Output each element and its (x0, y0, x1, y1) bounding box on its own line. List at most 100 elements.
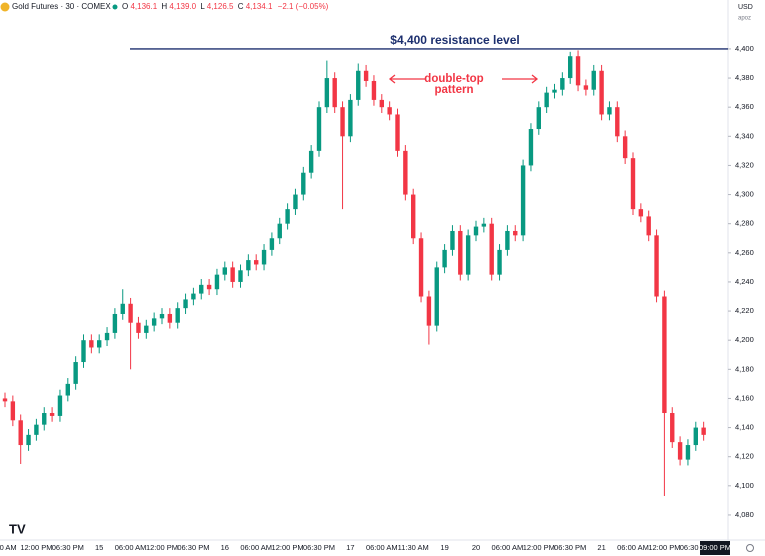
symbol-title: Gold Futures · 30 · COMEX (12, 2, 111, 11)
candle-body (473, 226, 479, 236)
candle-body (285, 209, 290, 224)
x-tick-label: 06:00 AM (492, 543, 524, 552)
candle-body (646, 216, 651, 236)
candle-body (363, 70, 369, 81)
candle-body (26, 434, 31, 446)
candle-body (670, 413, 675, 443)
candle-body (120, 303, 125, 314)
candle-body (2, 398, 8, 402)
symbol-icon (0, 2, 10, 12)
candle-body (568, 56, 573, 79)
x-tick-label: 21 (597, 543, 605, 552)
candle-body (371, 80, 377, 100)
candle-body (104, 332, 110, 341)
x-tick-label: 06:30 PM (303, 543, 335, 552)
candle-body (57, 395, 63, 416)
x-tick-label: 17 (346, 543, 354, 552)
candle-body (489, 223, 494, 275)
x-tick-label: 06:00 AM (115, 543, 147, 552)
candle-body (560, 78, 565, 90)
y-tick-label: 4,120 (735, 452, 754, 461)
candle-body (112, 313, 118, 333)
pattern-arrows (388, 74, 539, 84)
candle-body (175, 308, 180, 323)
candle-body (701, 427, 706, 435)
candle-body (411, 194, 416, 239)
candle-body (418, 238, 424, 297)
candle-body (293, 194, 298, 210)
candle-body (426, 296, 432, 326)
candle-body (332, 78, 337, 108)
y-tick-label: 4,140 (735, 423, 754, 432)
resistance-label: $4,400 resistance level (390, 33, 519, 47)
x-tick-label: 12:00 PM (648, 543, 680, 552)
y-tick-label: 4,180 (735, 364, 754, 373)
candle-body (458, 230, 463, 275)
x-tick-label: 12:00 PM (20, 543, 52, 552)
candle-body (230, 267, 235, 282)
candle-body (528, 129, 534, 166)
candle-body (18, 420, 23, 446)
x-tick-label: 12:00 PM (146, 543, 178, 552)
candle-body (583, 85, 589, 90)
currency-sub: apoz (738, 16, 751, 22)
candle-body (622, 136, 628, 159)
candle-body (450, 230, 455, 250)
x-tick-label: 06:30 PM (52, 543, 84, 552)
candle-body (73, 362, 78, 384)
candle-body (513, 230, 518, 236)
x-tick-label: 12:00 PM (272, 543, 304, 552)
ohlc-key: C (238, 2, 244, 11)
x-tick-label: 06:00 AM (617, 543, 649, 552)
x-tick-label: 20 (472, 543, 480, 552)
candle-body (254, 260, 259, 265)
candle-body (89, 340, 94, 348)
candle-body (638, 209, 644, 217)
candle-body (277, 223, 282, 239)
x-tick-label: :00 AM (0, 543, 17, 552)
crosshair-label-box (700, 541, 730, 555)
y-tick-label: 4,300 (735, 190, 754, 199)
y-tick-label: 4,380 (735, 73, 754, 82)
candle-body (183, 299, 188, 309)
candle-body (10, 401, 16, 421)
candle-body (348, 99, 353, 137)
ohlc-key: O (122, 2, 128, 11)
ohlc-key: L (200, 2, 205, 11)
x-tick-label: 06:00 AM (366, 543, 398, 552)
candle-body (505, 230, 510, 250)
candle-body (65, 383, 70, 396)
candle-body (167, 313, 173, 323)
candle-body (591, 70, 596, 90)
candle-body (497, 249, 502, 275)
candle-body (246, 260, 251, 271)
candle-body (128, 303, 133, 323)
y-tick-label: 4,200 (735, 335, 754, 344)
candle-body (536, 107, 541, 130)
ohlc-key: H (161, 2, 167, 11)
currency: USD (738, 4, 753, 11)
ohlc-value: 4,126.5 (207, 2, 234, 11)
pattern-label: pattern (435, 84, 474, 96)
y-tick-label: 4,260 (735, 248, 754, 257)
candle-body (395, 114, 400, 151)
candle-body (301, 172, 306, 195)
y-tick-label: 4,080 (735, 510, 754, 519)
candle-body (379, 99, 384, 108)
header: Gold Futures · 30 · COMEX O 4,136.1 H 4,… (12, 2, 329, 11)
x-tick-label: 06:00 AM (240, 543, 272, 552)
candle-body (261, 249, 267, 265)
candle-body (269, 238, 275, 250)
settings-icon[interactable] (746, 544, 754, 552)
ohlc-value: 4,134.1 (246, 2, 273, 11)
candle-body (206, 284, 212, 290)
candle-body (151, 318, 157, 326)
candle-body (544, 92, 549, 108)
y-tick-label: 4,100 (735, 481, 754, 490)
candle-body (654, 235, 659, 297)
y-tick-label: 4,360 (735, 102, 754, 111)
y-tick-label: 4,320 (735, 160, 754, 169)
candle-body (465, 235, 471, 275)
